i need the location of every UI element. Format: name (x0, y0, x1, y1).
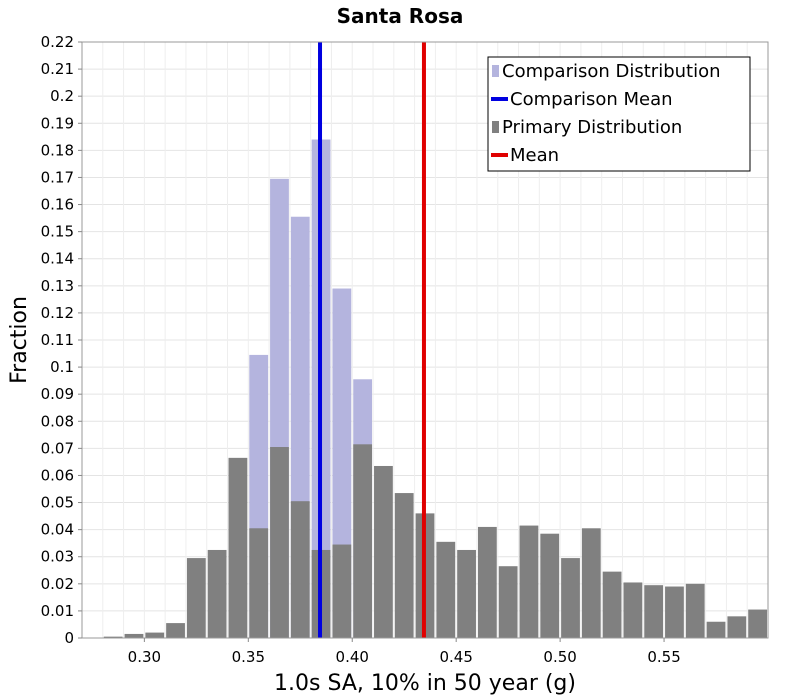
legend-swatch (492, 65, 499, 77)
y-tick-label: 0.17 (41, 168, 74, 186)
primary-bar (207, 549, 227, 638)
y-tick-label: 0.03 (41, 548, 74, 566)
primary-bar (249, 528, 269, 638)
primary-bar (519, 525, 539, 638)
primary-bar (436, 541, 456, 638)
primary-bar (602, 571, 622, 638)
legend-swatch (492, 121, 499, 133)
y-tick-label: 0.12 (41, 304, 74, 322)
y-tick-label: 0 (64, 629, 74, 647)
legend-label: Primary Distribution (502, 117, 682, 138)
primary-bar (581, 528, 601, 638)
primary-bar (623, 582, 643, 638)
primary-bar (540, 533, 560, 638)
primary-bar (186, 558, 206, 638)
primary-bar (124, 633, 144, 638)
x-tick-label: 0.45 (439, 648, 472, 666)
y-tick-label: 0.02 (41, 575, 74, 593)
primary-bar (332, 544, 352, 638)
legend-label: Comparison Distribution (502, 61, 721, 82)
y-tick-label: 0.13 (41, 277, 74, 295)
y-tick-label: 0.2 (50, 87, 74, 105)
primary-bar (103, 636, 123, 638)
primary-distribution-bars (103, 444, 767, 638)
primary-bar (145, 632, 165, 638)
primary-bar (166, 623, 185, 638)
y-tick-label: 0.04 (41, 521, 74, 539)
y-tick-label: 0.21 (41, 60, 74, 78)
y-tick-label: 0.16 (41, 196, 74, 214)
legend: Comparison Distribution Comparison Mean Pr… (487, 56, 751, 172)
primary-bar (665, 586, 684, 638)
primary-bar (727, 616, 747, 638)
primary-bar (644, 585, 664, 638)
y-tick-label: 0.09 (41, 385, 74, 403)
y-tick-label: 0.08 (41, 412, 74, 430)
primary-bar (561, 558, 580, 638)
primary-bar (706, 621, 726, 638)
primary-bar (498, 566, 518, 638)
legend-box (487, 56, 751, 172)
y-tick-label: 0.14 (41, 250, 74, 268)
x-tick-label: 0.35 (232, 648, 265, 666)
x-axis-ticks: 0.30 0.35 0.40 0.45 0.50 0.55 (128, 638, 681, 666)
primary-bar (353, 444, 373, 638)
y-tick-label: 0.22 (41, 33, 74, 51)
x-tick-label: 0.30 (128, 648, 161, 666)
chart-title: Santa Rosa (337, 4, 464, 28)
mean-lines (318, 42, 426, 638)
primary-bar (270, 447, 289, 638)
y-tick-label: 0.05 (41, 494, 74, 512)
primary-bar (457, 549, 476, 638)
y-tick-label: 0.15 (41, 223, 74, 241)
y-tick-label: 0.06 (41, 466, 74, 484)
primary-bar (477, 526, 497, 638)
x-tick-label: 0.55 (647, 648, 680, 666)
y-tick-label: 0.07 (41, 439, 74, 457)
x-tick-label: 0.50 (543, 648, 576, 666)
y-tick-label: 0.11 (41, 331, 74, 349)
legend-label: Comparison Mean (510, 89, 673, 110)
primary-bar (374, 465, 393, 638)
y-tick-label: 0.01 (41, 602, 74, 620)
y-tick-label: 0.1 (50, 358, 74, 376)
primary-bar (290, 501, 310, 638)
primary-bar (685, 583, 705, 638)
y-tick-label: 0.19 (41, 114, 74, 132)
primary-bar (394, 493, 414, 638)
y-axis-ticks: 0 0.01 0.02 0.03 0.04 0.05 0.06 0.07 0.08 0.09 0.1… (41, 33, 82, 647)
primary-bar (228, 457, 248, 638)
legend-label: Mean (510, 145, 559, 166)
x-axis-title: 1.0s SA, 10% in 50 year (g) (274, 671, 576, 696)
y-axis-title: Fraction (7, 296, 32, 384)
x-tick-label: 0.40 (336, 648, 369, 666)
y-tick-label: 0.18 (41, 141, 74, 159)
primary-bar (748, 609, 767, 638)
